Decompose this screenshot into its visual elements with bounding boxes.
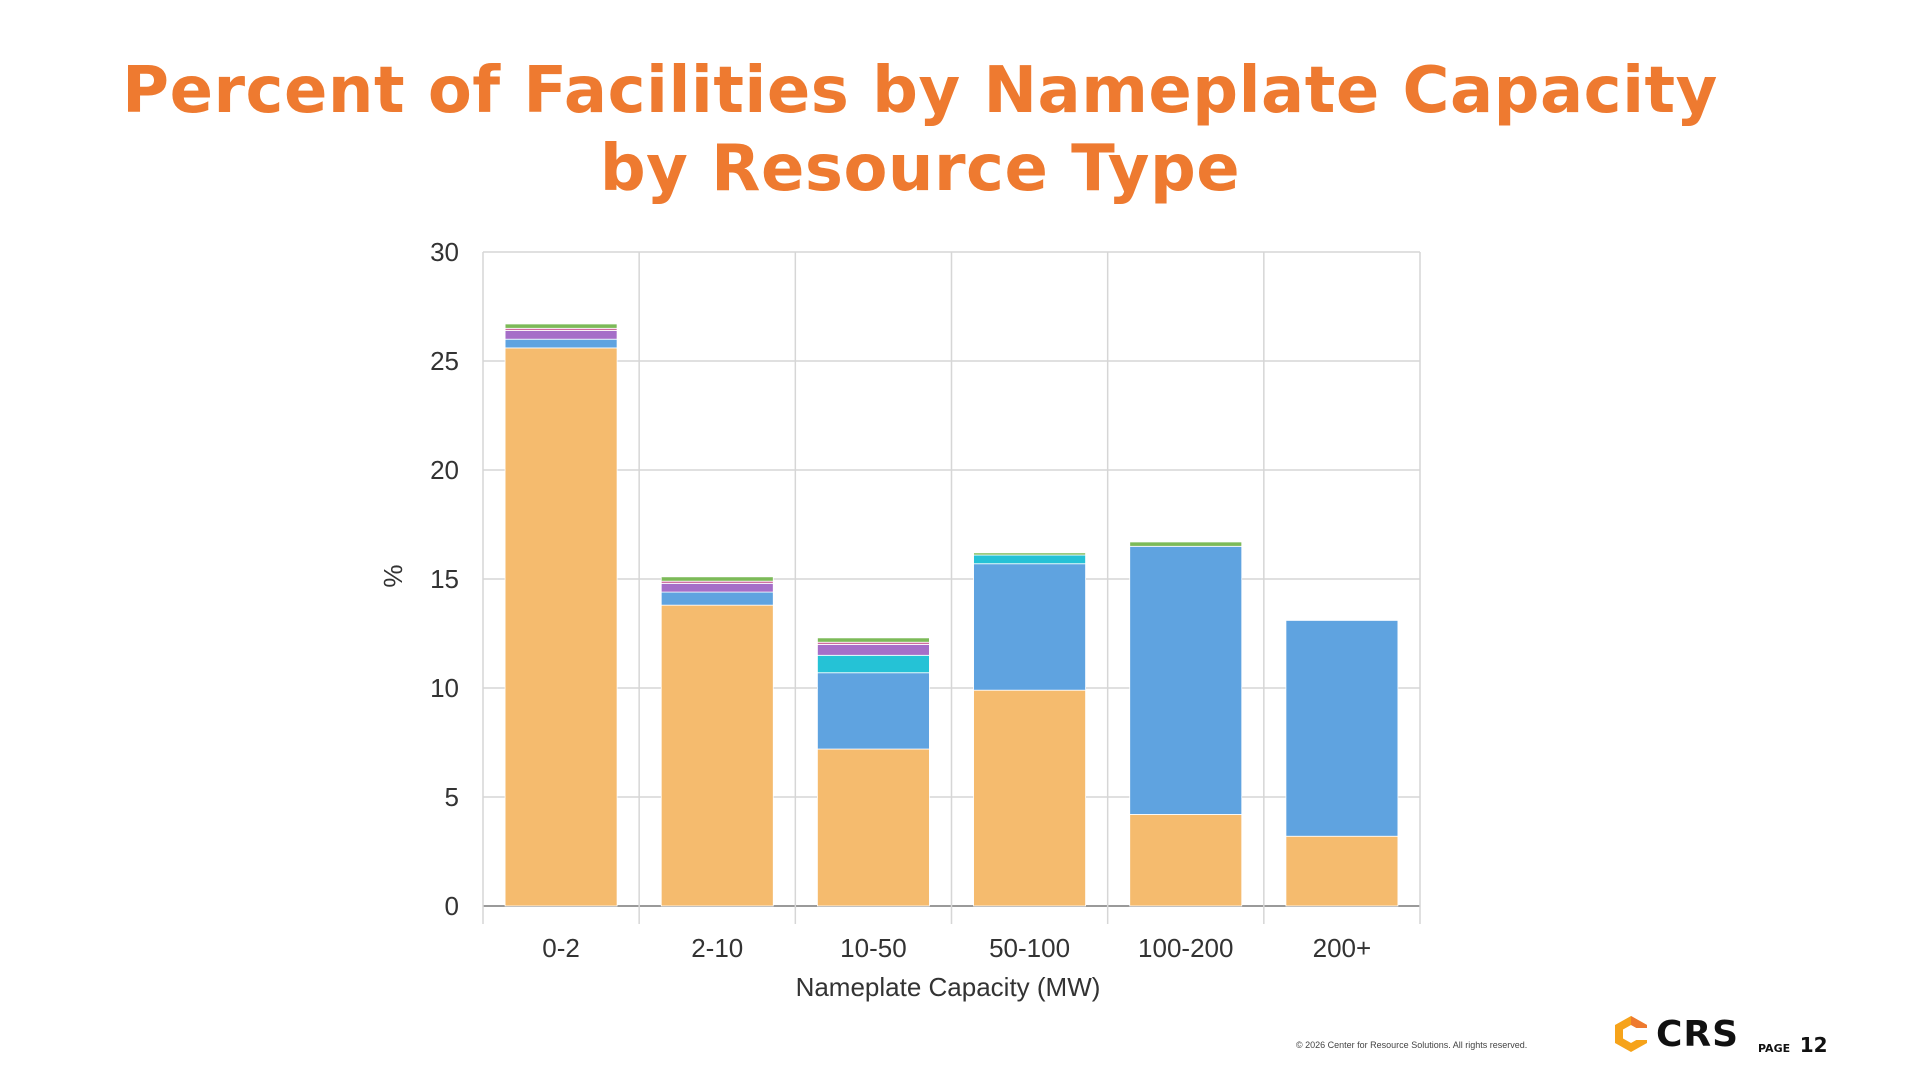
bar-10-50-series-1 — [817, 748, 930, 907]
axes-layer: 0 5 10 15 20 25 30 0-2 2-10 10-50 50-100 100-200 200… — [430, 237, 1371, 963]
crs-logo-icon — [1615, 1016, 1650, 1052]
bar-0-2-series-2 — [504, 338, 618, 349]
x-tick-label-100-200: 100-200 — [1138, 933, 1233, 963]
x-axis-label: Nameplate Capacity (MW) — [796, 972, 1101, 1002]
bar-2-10-series-4 — [660, 582, 774, 593]
bar-100-200-series-1 — [1129, 814, 1243, 907]
bar-100-200-series-6 — [1129, 541, 1243, 547]
page-number: PAGE 12 — [1758, 1033, 1828, 1057]
page-label: PAGE — [1758, 1042, 1791, 1055]
bar-100-200-series-2 — [1129, 545, 1243, 815]
grid-layer — [482, 251, 1421, 924]
x-tick-label-200+: 200+ — [1313, 933, 1372, 963]
slide-title: Percent of Facilities by Nameplate Capac… — [0, 52, 1840, 208]
bar-0-2-series-1 — [504, 347, 618, 907]
y-tick-label-30: 30 — [430, 237, 459, 267]
x-tick-label-2-10: 2-10 — [691, 933, 743, 963]
y-tick-label-25: 25 — [430, 346, 459, 376]
x-tick-label-10-50: 10-50 — [840, 933, 907, 963]
bar-200+-series-1 — [1285, 835, 1399, 907]
bar-2-10-series-6 — [660, 576, 774, 582]
y-tick-label-0: 0 — [445, 891, 459, 921]
bar-10-50-series-2 — [817, 672, 930, 750]
bar-10-50-series-6 — [817, 637, 930, 643]
y-tick-label-15: 15 — [430, 564, 459, 594]
y-axis-label: % — [378, 564, 408, 587]
x-tick-label-0-2: 0-2 — [542, 933, 580, 963]
bar-2-10-series-2 — [660, 591, 774, 606]
logo-text: CRS — [1656, 1013, 1740, 1055]
copyright-text: © 2026 Center for Resource Solutions. Al… — [1296, 1040, 1528, 1050]
bar-0-2-series-4 — [504, 330, 618, 340]
y-tick-label-5: 5 — [445, 782, 459, 812]
title-line-1: Percent of Facilities by Nameplate Capac… — [122, 54, 1718, 128]
bars-layer — [504, 323, 1399, 907]
bar-2-10-series-1 — [660, 604, 774, 907]
bar-200+-series-2 — [1285, 620, 1399, 837]
crs-logo: CRS — [1612, 1012, 1739, 1056]
bar-0-2-series-6 — [504, 323, 618, 329]
y-tick-label-20: 20 — [430, 455, 459, 485]
page-number-value: 12 — [1799, 1033, 1828, 1057]
bar-50-100-series-3 — [973, 554, 1086, 565]
y-tick-label-10: 10 — [430, 673, 459, 703]
bar-10-50-series-4 — [817, 644, 930, 656]
x-tick-label-50-100: 50-100 — [989, 933, 1070, 963]
title-line-2: by Resource Type — [599, 132, 1241, 206]
bar-50-100-series-6 — [973, 552, 1086, 556]
bar-10-50-series-3 — [817, 654, 930, 674]
bar-50-100-series-2 — [973, 563, 1086, 691]
bar-50-100-series-1 — [973, 689, 1086, 907]
